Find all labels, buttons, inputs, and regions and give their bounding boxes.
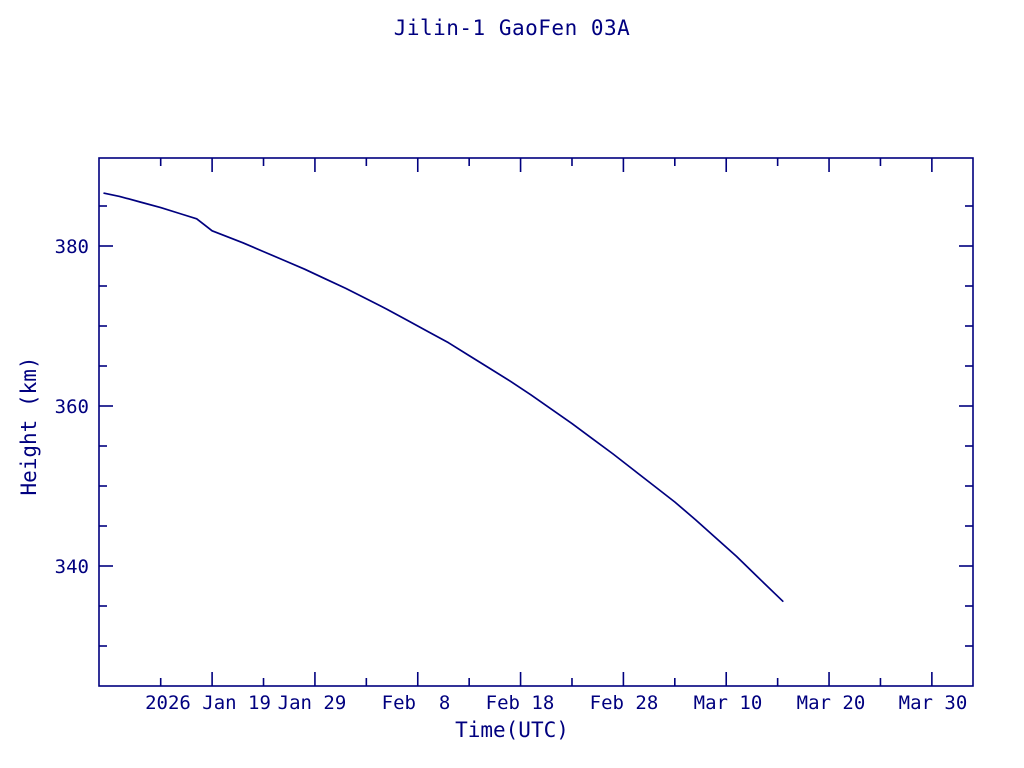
- x-tick-label: Feb 18: [485, 692, 555, 714]
- x-tick-label: Feb 8: [381, 692, 451, 714]
- x-tick-label: Feb 28: [589, 692, 659, 714]
- x-tick-label: Mar 20: [796, 692, 866, 714]
- x-tick-label: 2026 Jan 19: [145, 692, 271, 714]
- x-tick-label: Mar 30: [898, 692, 968, 714]
- y-tick-label: 360: [54, 396, 89, 418]
- y-tick-label: 340: [54, 556, 89, 578]
- x-tick-label: Jan 29: [277, 692, 347, 714]
- x-tick-label: Mar 10: [693, 692, 763, 714]
- axis-frame: [98, 157, 974, 687]
- y-tick-label: 380: [54, 236, 89, 258]
- chart-title: Jilin-1 GaoFen 03A: [393, 16, 631, 40]
- axis-ticks: [99, 158, 973, 686]
- x-axis-label: Time(UTC): [455, 718, 569, 742]
- height-decay-line: [103, 192, 784, 603]
